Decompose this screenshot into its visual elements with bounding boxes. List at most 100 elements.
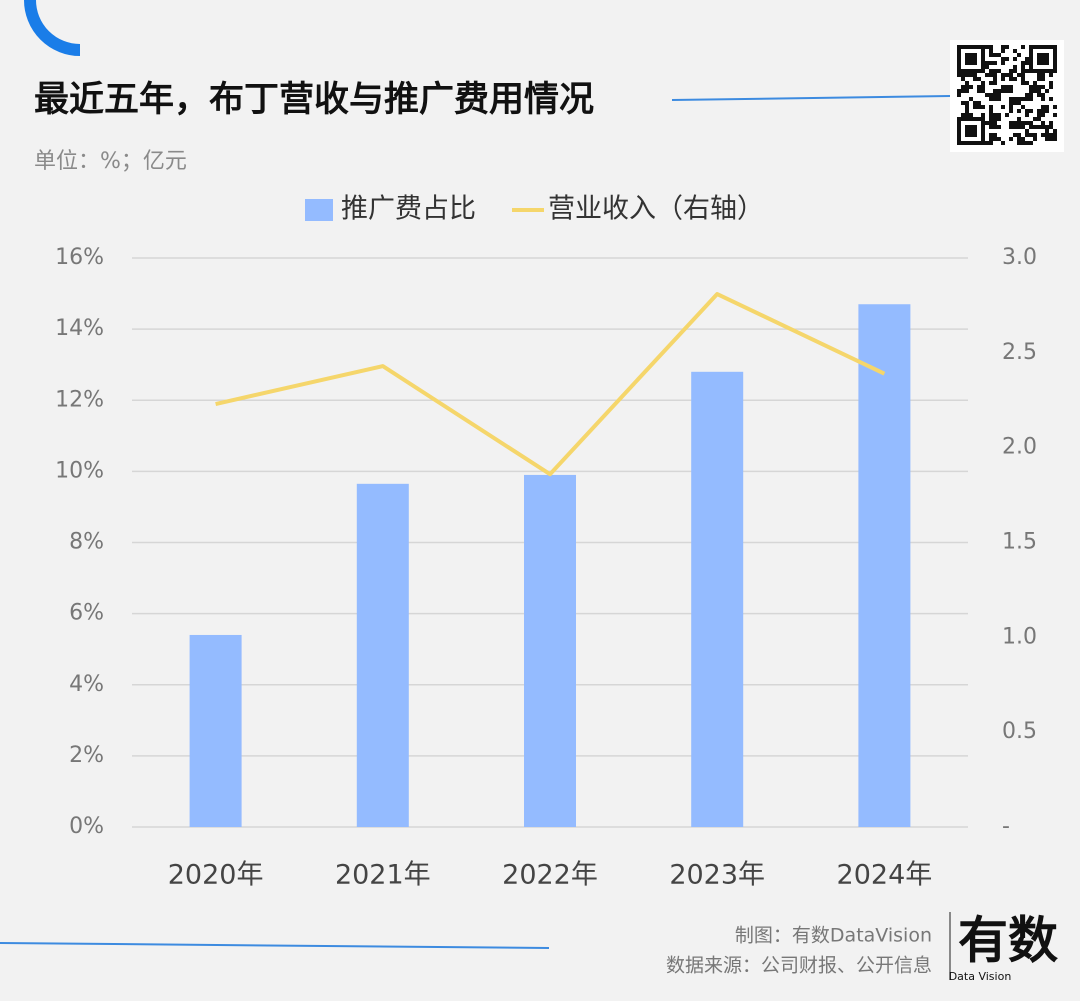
qr-cell — [1049, 137, 1053, 141]
qr-cell — [957, 133, 961, 137]
qr-cell — [1033, 81, 1037, 85]
qr-cell — [961, 113, 965, 117]
qr-cell — [1045, 45, 1049, 49]
y-tick-label: 8% — [69, 530, 104, 555]
qr-cell — [973, 73, 977, 77]
qr-cell — [1017, 141, 1021, 145]
qr-cell — [1029, 89, 1033, 93]
title-rule — [671, 95, 951, 101]
qr-cell — [981, 61, 985, 65]
qr-cell — [1037, 61, 1041, 65]
y2-tick-label: 1.0 — [1002, 624, 1037, 649]
subtitle: 单位：%；亿元 — [34, 149, 187, 174]
qr-cell — [1001, 105, 1005, 109]
qr-cell — [1049, 81, 1053, 85]
qr-cell — [1029, 49, 1033, 53]
qr-cell — [989, 113, 993, 117]
qr-cell — [993, 61, 997, 65]
qr-cell — [965, 117, 969, 121]
bar — [356, 483, 409, 827]
qr-cell — [961, 141, 965, 145]
qr-cell — [965, 69, 969, 73]
y2-tick-label: 0.5 — [1002, 719, 1037, 744]
qr-cell — [1041, 69, 1045, 73]
qr-cell — [1045, 129, 1049, 133]
qr-cell — [989, 81, 993, 85]
qr-cell — [1021, 61, 1025, 65]
qr-cell — [1045, 53, 1049, 57]
y-tick-label: 10% — [55, 458, 104, 483]
qr-cell — [1021, 137, 1025, 141]
qr-cell — [957, 89, 961, 93]
qr-cell — [965, 45, 969, 49]
qr-cell — [993, 69, 997, 73]
qr-cell — [965, 133, 969, 137]
qr-cell — [961, 73, 965, 77]
qr-cell — [981, 105, 985, 109]
qr-cell — [1045, 89, 1049, 93]
qr-cell — [997, 125, 1001, 129]
qr-cell — [965, 129, 969, 133]
qr-cell — [989, 137, 993, 141]
qr-cell — [993, 137, 997, 141]
qr-cell — [1005, 73, 1009, 77]
qr-cell — [1013, 69, 1017, 73]
qr-cell — [985, 45, 989, 49]
qr-cell — [981, 141, 985, 145]
qr-cell — [1001, 73, 1005, 77]
qr-cell — [1021, 125, 1025, 129]
qr-cell — [957, 45, 961, 49]
qr-cell — [981, 81, 985, 85]
qr-cell — [965, 73, 969, 77]
qr-cell — [1013, 125, 1017, 129]
qr-cell — [1037, 93, 1041, 97]
legend-label: 推广费占比 — [341, 194, 476, 225]
qr-cell — [1017, 73, 1021, 77]
qr-cell — [997, 117, 1001, 121]
qr-cell — [1001, 57, 1005, 61]
qr-cell — [993, 125, 997, 129]
qr-cell — [993, 93, 997, 97]
qr-cell — [989, 121, 993, 125]
qr-cell — [961, 85, 965, 89]
qr-cell — [1053, 57, 1057, 61]
qr-cell — [957, 137, 961, 141]
qr-cell — [969, 61, 973, 65]
qr-cell — [1013, 65, 1017, 69]
qr-cell — [1005, 45, 1009, 49]
qr-cell — [981, 117, 985, 121]
y2-tick-label: 1.5 — [1002, 530, 1037, 555]
qr-cell — [989, 53, 993, 57]
qr-cell — [989, 97, 993, 101]
qr-cell — [993, 77, 997, 81]
qr-cell — [1045, 125, 1049, 129]
qr-cell — [1049, 73, 1053, 77]
qr-cell — [1021, 73, 1025, 77]
qr-cell — [989, 133, 993, 137]
qr-cell — [1037, 57, 1041, 61]
qr-cell — [1033, 85, 1037, 89]
credit: 制图：有数DataVision — [735, 925, 932, 947]
qr-cell — [981, 133, 985, 137]
qr-cell — [1037, 109, 1041, 113]
qr-cell — [1017, 101, 1021, 105]
qr-cell — [1017, 133, 1021, 137]
qr-cell — [1025, 129, 1029, 133]
qr-cell — [1017, 97, 1021, 101]
qr-cell — [989, 109, 993, 113]
qr-cell — [1033, 133, 1037, 137]
qr-cell — [1053, 53, 1057, 57]
qr-cell — [1033, 137, 1037, 141]
qr-cell — [1029, 121, 1033, 125]
qr-cell — [957, 57, 961, 61]
qr-cell — [981, 49, 985, 53]
qr-cell — [989, 45, 993, 49]
qr-cell — [957, 125, 961, 129]
qr-cell — [961, 77, 965, 81]
qr-cell — [1033, 125, 1037, 129]
qr-cell — [997, 113, 1001, 117]
qr-cell — [965, 125, 969, 129]
qr-cell — [1041, 125, 1045, 129]
qr-cell — [961, 89, 965, 93]
